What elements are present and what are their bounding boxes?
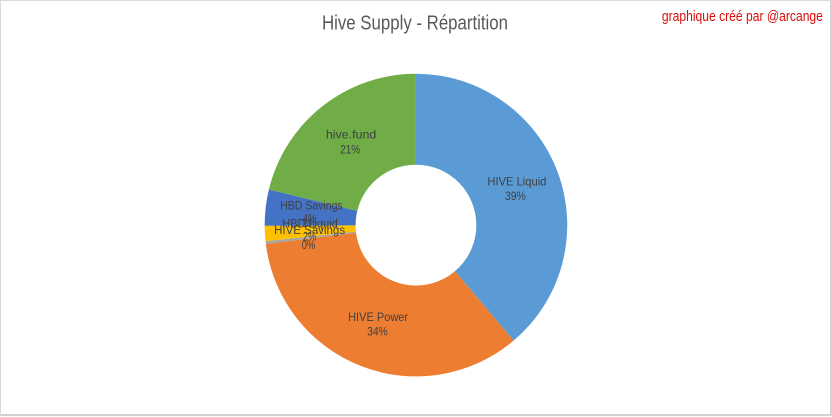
- svg-text:HBD Liquid: HBD Liquid: [282, 219, 337, 231]
- svg-text:HIVE Power: HIVE Power: [348, 310, 408, 324]
- svg-text:Hive Supply - Répartition: Hive Supply - Répartition: [322, 12, 508, 35]
- svg-text:graphique créé par @arcange: graphique créé par @arcange: [662, 8, 823, 25]
- svg-text:hive.fund: hive.fund: [326, 128, 377, 142]
- svg-text:1%: 1%: [303, 218, 316, 230]
- svg-text:34%: 34%: [367, 325, 388, 339]
- svg-text:4%: 4%: [303, 214, 317, 226]
- svg-text:0%: 0%: [302, 240, 316, 252]
- svg-text:2%: 2%: [303, 232, 317, 244]
- svg-text:HIVE Savings: HIVE Savings: [274, 225, 345, 237]
- svg-text:21%: 21%: [340, 142, 360, 156]
- svg-text:HIVE Liquid: HIVE Liquid: [487, 175, 546, 189]
- svg-text:39%: 39%: [505, 189, 526, 203]
- svg-text:HBD Savings: HBD Savings: [280, 200, 343, 212]
